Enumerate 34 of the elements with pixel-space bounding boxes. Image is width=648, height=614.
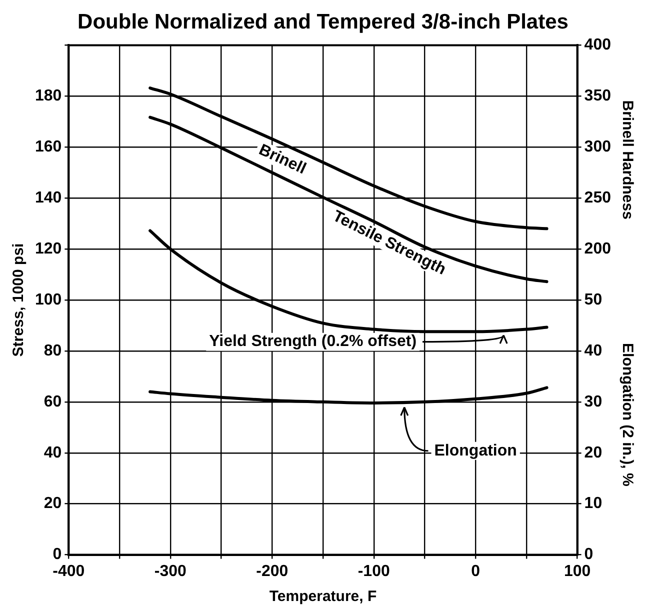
y2-tick-label: 350 (584, 88, 612, 105)
text: Elongation (434, 442, 517, 460)
y3-tick-label: 50 (584, 291, 602, 308)
y3-tick-label: 30 (584, 393, 602, 410)
y3-tick-label: 20 (584, 444, 602, 462)
y-tick-label: 40 (44, 444, 62, 462)
y3-tick-label: 0 (584, 546, 594, 564)
x-axis-title: Temperature, F (269, 588, 377, 606)
y-tick-label: 180 (34, 88, 62, 105)
y3-tick-label: 40 (584, 342, 602, 360)
y-axis-title: Stress, 1000 psi (10, 243, 28, 357)
y2-tick-label: 200 (584, 240, 612, 258)
y3-axis-title: Elongation (2 in.), % (618, 342, 636, 486)
x-tick-label: -400 (52, 562, 85, 580)
y3-tick-label: 10 (584, 495, 602, 512)
y-tick-label: 80 (44, 342, 62, 360)
y-tick-label: 100 (34, 291, 62, 308)
y-tick-label: 120 (34, 240, 62, 258)
y2-axis-title: Brinell Hardness (618, 100, 636, 220)
x-tick-label: -100 (358, 562, 390, 580)
y2-tick-label: 400 (584, 36, 612, 54)
y-tick-label: 0 (52, 546, 62, 564)
series-label: Yield Strength (0.2% offset) (209, 333, 417, 350)
x-tick-label: 100 (564, 562, 591, 580)
y-tick-label: 160 (34, 138, 62, 156)
x-tick-label: -300 (154, 562, 187, 580)
y-tick-label: 20 (44, 495, 62, 512)
x-tick-label: -200 (256, 562, 288, 580)
y2-tick-label: 250 (584, 189, 612, 206)
x-tick-label: 0 (471, 562, 480, 580)
y-tick-label: 140 (34, 189, 62, 206)
y-tick-label: 60 (44, 393, 62, 410)
y2-tick-label: 300 (584, 138, 612, 156)
chart-title: Double Normalized and Tempered 3/8-inch Plates (78, 10, 568, 34)
